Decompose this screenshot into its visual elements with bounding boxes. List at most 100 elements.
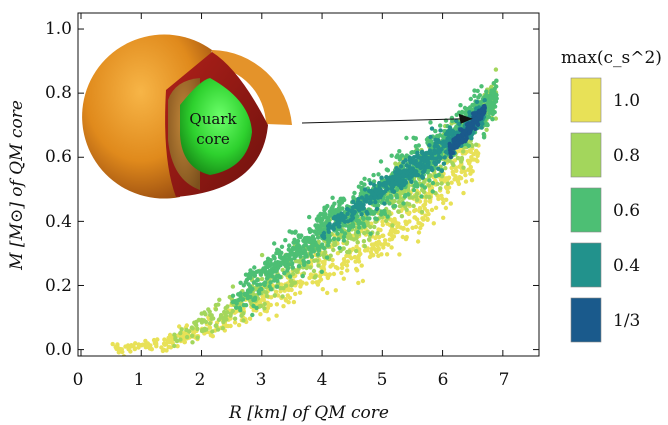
scatter-point [192, 320, 197, 325]
scatter-point [401, 160, 406, 165]
scatter-point [427, 143, 432, 148]
scatter-point [322, 208, 327, 213]
scatter-point [262, 268, 267, 273]
scatter-point [470, 169, 475, 174]
scatter-point [179, 327, 184, 332]
scatter-point [259, 252, 265, 258]
scatter-point [436, 196, 441, 202]
scatter-point [224, 310, 230, 315]
scatter-point [428, 134, 433, 140]
y-tick-label: 0.4 [45, 212, 72, 232]
scatter-point [443, 205, 449, 211]
scatter-point [311, 268, 317, 274]
scatter-point [315, 252, 321, 257]
scatter-point [469, 178, 475, 183]
scatter-point [326, 218, 331, 223]
scatter-point [435, 181, 440, 187]
scatter-point [417, 161, 423, 166]
scatter-point [290, 252, 295, 257]
scatter-point [315, 223, 320, 228]
scatter-point [172, 343, 177, 349]
scatter-point [236, 322, 242, 328]
scatter-point [408, 168, 413, 173]
scatter-point [296, 264, 302, 269]
scatter-point [415, 184, 420, 189]
scatter-point [368, 200, 373, 205]
scatter-point [330, 195, 335, 200]
scatter-point [115, 344, 120, 349]
scatter-point [143, 338, 148, 344]
scatter-point [465, 158, 471, 163]
scatter-point [184, 334, 190, 340]
scatter-point [480, 121, 485, 127]
scatter-point [290, 281, 295, 287]
scatter-point [425, 170, 430, 175]
scatter-point [350, 215, 356, 221]
scatter-point [369, 253, 375, 258]
plot-frame [77, 12, 540, 357]
scatter-point [394, 195, 400, 200]
scatter-point [356, 184, 362, 189]
scatter-point [413, 136, 418, 141]
scatter-point [184, 323, 189, 328]
scatter-point [230, 284, 236, 289]
scatter-point [409, 179, 414, 184]
scatter-point [313, 274, 318, 279]
scatter-point [345, 268, 350, 273]
scatter-point [308, 272, 314, 277]
y-tick-labels: 0.0 0.2 0.4 0.6 0.8 1.0 [45, 19, 72, 360]
scatter-point [477, 93, 483, 98]
scatter-point [355, 240, 360, 245]
scatter-point [298, 279, 303, 284]
scatter-point [413, 207, 418, 213]
scatter-point [255, 282, 260, 287]
scatter-point [275, 293, 281, 298]
scatter-point [310, 243, 316, 249]
scatter-point [369, 221, 374, 226]
scatter-point [304, 281, 309, 286]
scatter-point [468, 149, 473, 154]
scatter-point [361, 216, 366, 221]
scatter-point [318, 227, 323, 233]
scatter-point [257, 291, 262, 296]
scatter-point [447, 136, 453, 141]
scatter-point [335, 231, 340, 236]
scatter-point [287, 243, 292, 248]
scatter-point [463, 179, 469, 184]
scatter-point [203, 312, 208, 317]
scatter-point [248, 268, 253, 273]
legend-label: 0.4 [613, 256, 640, 276]
scatter-point [322, 246, 327, 251]
scatter-point [446, 185, 452, 190]
scatter-point [386, 209, 392, 214]
star-outer-shell-right [212, 50, 292, 125]
scatter-point [269, 295, 274, 300]
scatter-point [280, 294, 285, 299]
scatter-point [427, 178, 432, 183]
scatter-point [473, 119, 479, 124]
scatter-point [368, 195, 373, 200]
scatter-point [340, 206, 345, 211]
scatter-point [353, 202, 358, 207]
x-tick-label: 5 [377, 370, 388, 390]
scatter-point [258, 272, 264, 277]
scatter-point [484, 89, 489, 94]
scatter-point [382, 180, 387, 186]
scatter-point [399, 214, 405, 219]
scatter-point [401, 201, 406, 206]
scatter-point [379, 212, 384, 217]
scatter-point [268, 280, 273, 285]
scatter-point [148, 343, 153, 348]
scatter-point [321, 264, 326, 269]
scatter-point [251, 303, 256, 309]
quark-star-illustration: Quark core [82, 34, 292, 199]
scatter-point [378, 195, 383, 200]
scatter-point [493, 99, 499, 104]
scatter-point [490, 117, 495, 122]
scatter-point [373, 188, 378, 193]
scatter-point [452, 177, 457, 182]
scatter-point [431, 156, 436, 161]
scatter-point [297, 290, 303, 295]
x-tick-label: 2 [195, 370, 206, 390]
scatter-point [292, 230, 298, 235]
